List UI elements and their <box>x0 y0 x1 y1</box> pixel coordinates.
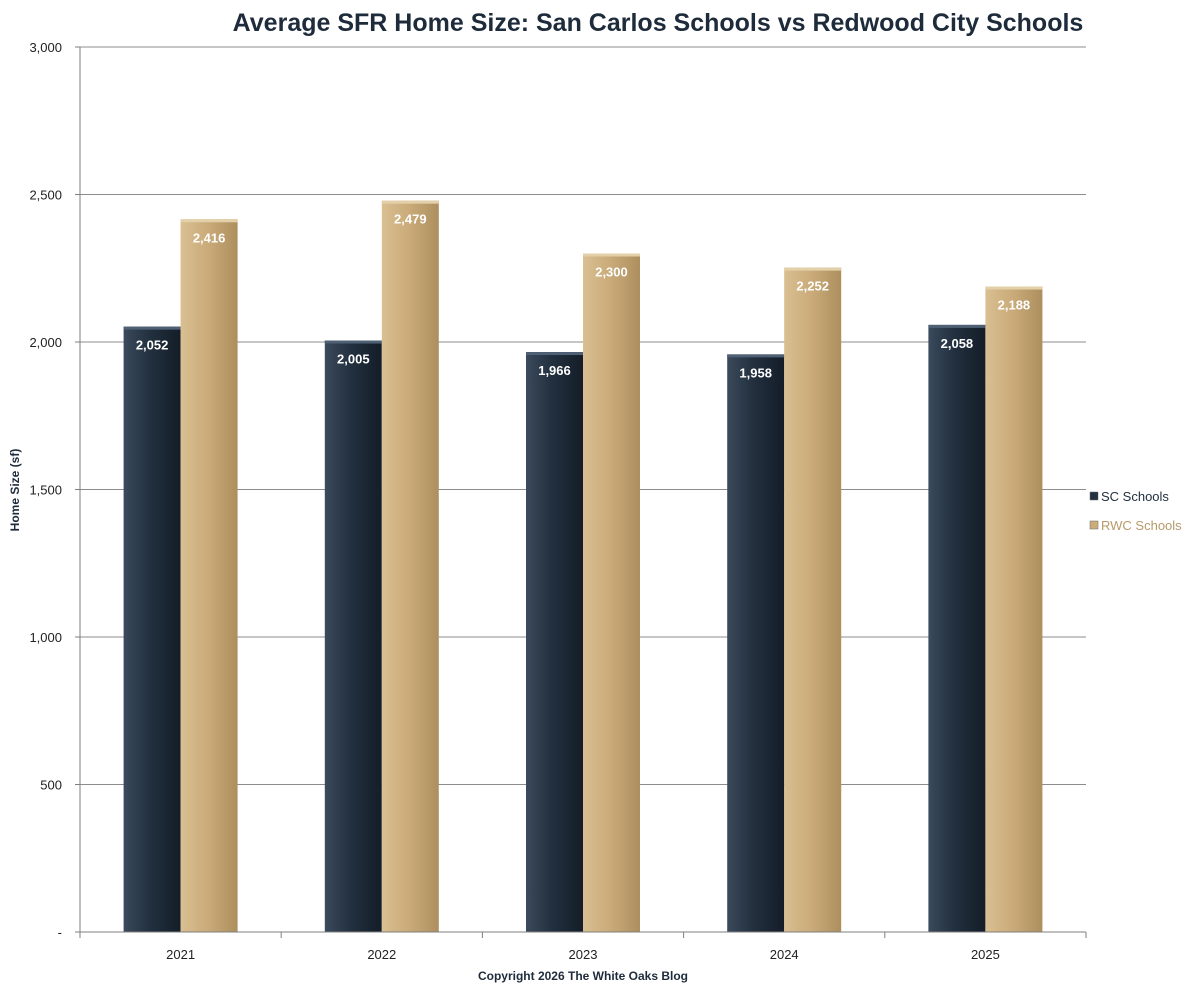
data-label-rwc-2021: 2,416 <box>193 230 226 245</box>
y-tick-label: 1,000 <box>29 630 62 645</box>
legend: SC Schools RWC Schools <box>1089 489 1182 533</box>
y-tick-label: 2,000 <box>29 335 62 350</box>
data-label-sc-2022: 2,005 <box>337 352 370 367</box>
bar-rwc-2024 <box>784 267 842 932</box>
bar-rwc-2023 <box>583 253 640 932</box>
bar-sc-2025 <box>928 324 986 932</box>
bar-rwc-2021 <box>180 219 238 932</box>
bar-sc-2023 <box>526 352 583 932</box>
bar-top-highlight <box>784 267 842 271</box>
bar-sc-2024 <box>727 354 785 932</box>
x-tick-label-2025: 2025 <box>971 947 1000 962</box>
y-tick-label: - <box>58 925 62 940</box>
x-tick-label-2021: 2021 <box>166 947 195 962</box>
bar-top-highlight <box>526 352 583 356</box>
bar-sc-2021 <box>123 326 181 932</box>
x-axis-title: Copyright 2026 The White Oaks Blog <box>478 969 688 983</box>
x-axis-tick-labels: 2021 2022 2023 2024 2025 <box>79 932 1087 962</box>
data-label-sc-2021: 2,052 <box>136 338 169 353</box>
bar-rwc-2025 <box>985 286 1043 932</box>
bar-sc-2022 <box>324 340 382 932</box>
y-tick-label: 1,500 <box>29 483 62 498</box>
bar-top-highlight <box>381 200 439 204</box>
legend-label-sc: SC Schools <box>1101 489 1169 504</box>
x-tick-label-2022: 2022 <box>367 947 396 962</box>
data-label-rwc-2024: 2,252 <box>796 279 829 294</box>
x-tick-label-2024: 2024 <box>770 947 799 962</box>
y-tick-label: 2,500 <box>29 188 62 203</box>
y-axis-title: Home Size (sf) <box>8 449 22 532</box>
legend-label-rwc: RWC Schools <box>1101 518 1182 533</box>
bar-top-highlight <box>123 326 181 330</box>
bar-top-highlight <box>583 253 640 257</box>
bars <box>123 200 1043 932</box>
data-label-sc-2024: 1,958 <box>739 365 772 380</box>
x-tick-label-2023: 2023 <box>569 947 598 962</box>
y-tick-label: 500 <box>40 778 62 793</box>
y-axis-tick-labels: - 500 1,000 1,500 2,000 2,500 3,000 <box>29 40 62 940</box>
data-label-sc-2023: 1,966 <box>538 363 571 378</box>
bar-top-highlight <box>928 324 986 328</box>
legend-swatch-sc <box>1089 491 1099 501</box>
y-tick-label: 3,000 <box>29 40 62 55</box>
bar-rwc-2022 <box>381 200 439 932</box>
data-label-rwc-2025: 2,188 <box>998 298 1031 313</box>
bar-top-highlight <box>180 219 238 223</box>
data-label-sc-2025: 2,058 <box>941 336 974 351</box>
chart-title: Average SFR Home Size: San Carlos School… <box>233 9 1084 37</box>
bar-top-highlight <box>985 286 1043 290</box>
data-label-rwc-2023: 2,300 <box>595 265 628 280</box>
legend-swatch-rwc <box>1089 520 1099 530</box>
data-label-rwc-2022: 2,479 <box>394 212 427 227</box>
data-labels: 2,052 2,416 2,005 2,479 1,966 2,300 1,958 2,252… <box>136 212 1030 381</box>
bar-top-highlight <box>727 354 785 358</box>
bar-top-highlight <box>324 340 382 344</box>
